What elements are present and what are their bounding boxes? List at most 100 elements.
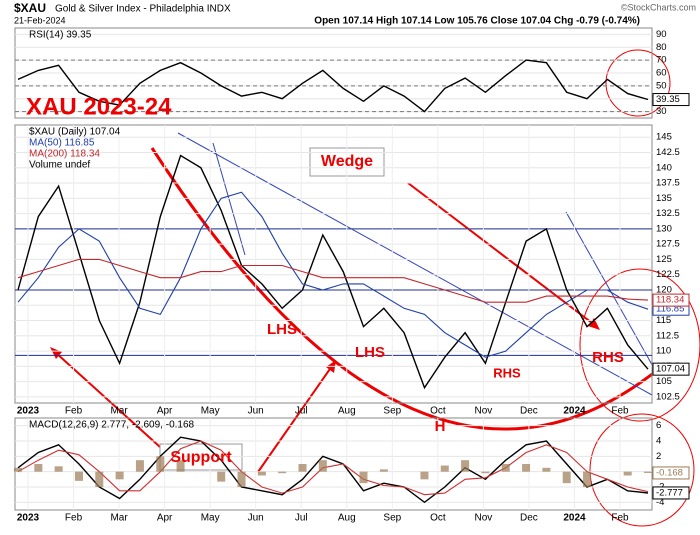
value-tag — [652, 93, 690, 107]
x-tick-label: Feb — [65, 406, 83, 417]
y-tick-label: 122.5 — [656, 269, 680, 280]
hist-bar — [461, 460, 470, 472]
series-line — [17, 436, 649, 504]
circle — [589, 413, 695, 527]
hist-bar — [623, 471, 632, 476]
hist-bar — [298, 464, 307, 472]
y-tick-label: 2 — [656, 451, 661, 462]
head-label: H — [435, 418, 446, 435]
x-tick-label: Dec — [520, 406, 538, 417]
value-tag-label: -0.168 — [656, 467, 683, 478]
y-tick-label: 110 — [656, 346, 671, 357]
support-label: Support — [170, 449, 232, 466]
quote: Open 107.14 High 107.14 Low 105.76 Close… — [314, 16, 640, 27]
wedge-label: Wedge — [321, 153, 373, 170]
credit: ©StockCharts.com — [621, 2, 696, 12]
hist-bar — [217, 471, 226, 482]
panel-frame — [14, 417, 653, 511]
big-title: XAU 2023-24 — [26, 93, 172, 120]
series-line — [17, 440, 649, 496]
x-tick-label: May — [201, 406, 220, 417]
y-tick-label: 60 — [656, 68, 667, 79]
x-tick-label: 2024 — [563, 406, 586, 417]
x-tick-label: Jul — [295, 513, 308, 524]
hist-bar — [440, 465, 449, 472]
hist-bar — [176, 460, 185, 472]
hist-bar — [257, 471, 266, 476]
value-tag — [652, 293, 690, 307]
x-tick-label: Apr — [157, 513, 173, 524]
y-tick-label: 30 — [656, 106, 667, 117]
rhs-label: RHS — [493, 365, 521, 380]
value-tag — [652, 486, 690, 500]
index-name: Gold & Silver Index - Philadelphia INDX — [55, 4, 231, 15]
legend-entry: MA(50) 116.85 — [29, 138, 95, 149]
x-tick-label: Sep — [383, 406, 401, 417]
y-tick-label: 80 — [656, 42, 667, 53]
panel-title: MACD(12,26,9) 2.777, -2.609, -0.168 — [29, 420, 195, 431]
hist-bar — [542, 467, 551, 472]
legend-entry: MA(200) 118.34 — [29, 149, 100, 160]
cup-curve — [150, 147, 661, 431]
y-tick-label: 115 — [656, 315, 671, 326]
date: 21-Feb-2024 — [14, 15, 66, 25]
x-tick-label: Jul — [295, 406, 308, 417]
arrow-line — [257, 365, 333, 473]
hist-bar — [318, 460, 327, 472]
hist-bar — [501, 464, 510, 472]
value-tag-label: 39.35 — [656, 94, 680, 105]
panel-title: RSI(14) 39.35 — [29, 30, 92, 41]
x-tick-label: Mar — [110, 406, 128, 417]
x-tick-label: 2023 — [17, 406, 40, 417]
series-line — [17, 191, 649, 358]
y-tick-label: 140 — [656, 162, 672, 173]
hist-bar — [135, 460, 144, 472]
y-tick-label: 137.5 — [656, 178, 680, 189]
y-tick-label: 6 — [656, 420, 661, 431]
x-tick-label: 2023 — [17, 513, 40, 524]
arrow-line — [407, 182, 597, 327]
y-tick-label: 125 — [656, 254, 672, 265]
y-tick-label: 112.5 — [656, 330, 679, 341]
hist-bar — [156, 456, 165, 472]
y-tick-label: 130 — [656, 223, 672, 234]
y-tick-label: 132.5 — [656, 208, 680, 219]
y-tick-label: 142.5 — [656, 147, 680, 158]
lhs-label: LHS — [355, 344, 385, 361]
symbol: $XAU — [14, 1, 46, 15]
value-tag — [652, 466, 690, 480]
hist-bar — [14, 467, 22, 472]
value-tag-label: 107.04 — [656, 364, 685, 375]
x-tick-label: Sep — [383, 513, 401, 524]
y-tick-label: 135 — [656, 193, 672, 204]
y-tick-label: 105 — [656, 376, 672, 387]
plot: 30405060708090RSI(14) 39.3539.35102.5105… — [14, 27, 690, 524]
rhs-label: RHS — [592, 349, 624, 366]
legend-entry: Volume undef — [29, 160, 90, 171]
trend-line — [565, 211, 656, 371]
value-tag — [652, 362, 690, 376]
arrow-line — [54, 351, 161, 448]
value-tag-label: -2.777 — [656, 487, 683, 498]
series-line — [17, 154, 649, 390]
arrow-head — [588, 318, 600, 330]
x-tick-label: 2024 — [563, 513, 586, 524]
y-tick-label: 4 — [656, 436, 661, 447]
hist-bar — [237, 471, 246, 487]
x-tick-label: Oct — [430, 513, 446, 524]
y-tick-label: 102.5 — [656, 391, 680, 402]
hist-bar — [644, 471, 652, 473]
x-tick-label: Nov — [474, 513, 492, 524]
x-tick-label: Mar — [110, 513, 128, 524]
hist-bar — [481, 471, 490, 474]
y-tick-label: 120 — [656, 284, 672, 295]
x-tick-label: Feb — [611, 513, 629, 524]
trend-line — [212, 142, 246, 256]
panel-title: $XAU (Daily) 107.04 — [29, 127, 121, 138]
arrow-head — [50, 347, 62, 359]
y-tick-label: -4 — [656, 497, 664, 508]
x-tick-label: Feb — [611, 406, 629, 417]
y-tick-label: 50 — [656, 80, 667, 91]
